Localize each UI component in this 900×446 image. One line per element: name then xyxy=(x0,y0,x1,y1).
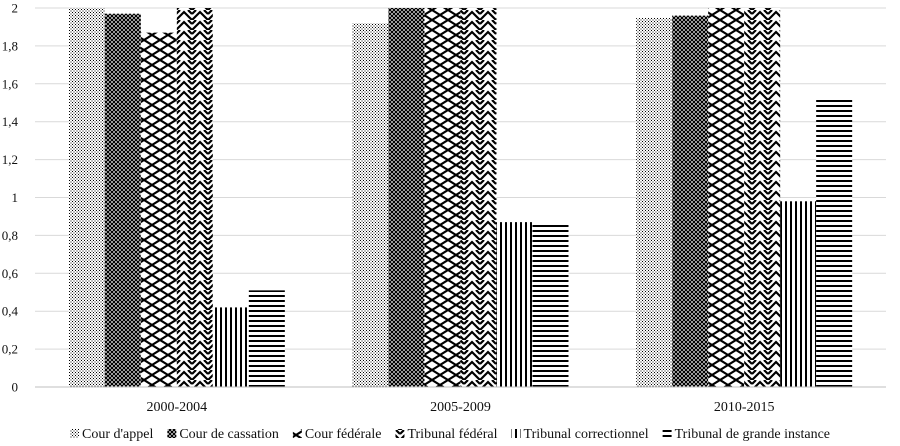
bar xyxy=(460,8,497,387)
bar xyxy=(176,8,213,387)
y-tick-label: 1,6 xyxy=(2,76,19,91)
legend-swatch xyxy=(167,429,177,438)
bar xyxy=(780,201,817,387)
legend-label: Cour de cassation xyxy=(179,427,279,442)
legend-swatch xyxy=(511,429,521,438)
bar xyxy=(212,307,249,387)
legend-label: Tribunal fédéral xyxy=(407,427,497,442)
x-category-label: 2000-2004 xyxy=(146,400,207,415)
y-tick-label: 1,8 xyxy=(2,38,18,53)
legend-swatch xyxy=(662,429,672,438)
legend-label: Tribunal de grande instance xyxy=(675,427,830,442)
bar xyxy=(672,15,709,388)
bar xyxy=(496,222,533,387)
y-tick-label: 2 xyxy=(12,1,19,16)
bar xyxy=(388,8,425,387)
y-tick-label: 0,2 xyxy=(2,342,18,357)
y-tick-label: 1,2 xyxy=(2,152,18,167)
bar xyxy=(104,13,141,388)
x-category-label: 2005-2009 xyxy=(430,400,491,415)
bar xyxy=(68,8,105,387)
legend-label: Cour fédérale xyxy=(305,427,382,442)
legend-swatch xyxy=(395,429,405,438)
y-tick-label: 0 xyxy=(12,380,19,395)
y-tick-label: 0,6 xyxy=(2,266,19,281)
legend-label: Tribunal correctionnel xyxy=(524,427,649,442)
legend-swatch xyxy=(292,429,302,438)
y-tick-label: 1 xyxy=(12,190,19,205)
bar xyxy=(816,97,853,387)
bar xyxy=(708,8,745,387)
bar xyxy=(532,224,569,387)
bar xyxy=(636,17,673,387)
bar xyxy=(352,23,389,387)
x-category-label: 2010-2015 xyxy=(714,400,775,415)
bar xyxy=(424,8,461,387)
bars xyxy=(68,8,853,388)
legend-label: Cour d'appel xyxy=(82,427,153,442)
legend-swatch xyxy=(70,429,79,438)
axes: 0 0,2 0,4 0,6 0,8 1 1,2 1,4 1,6 1,8 2 2000-2004 2005… xyxy=(2,1,886,415)
bar xyxy=(248,290,285,387)
bar xyxy=(744,8,781,387)
legend: Cour d'appel Cour de cassation Cour fédéra… xyxy=(70,427,830,442)
y-tick-label: 1,4 xyxy=(2,114,19,129)
y-tick-label: 0,4 xyxy=(2,304,19,319)
bar xyxy=(140,32,177,387)
y-tick-label: 0,8 xyxy=(2,228,18,243)
